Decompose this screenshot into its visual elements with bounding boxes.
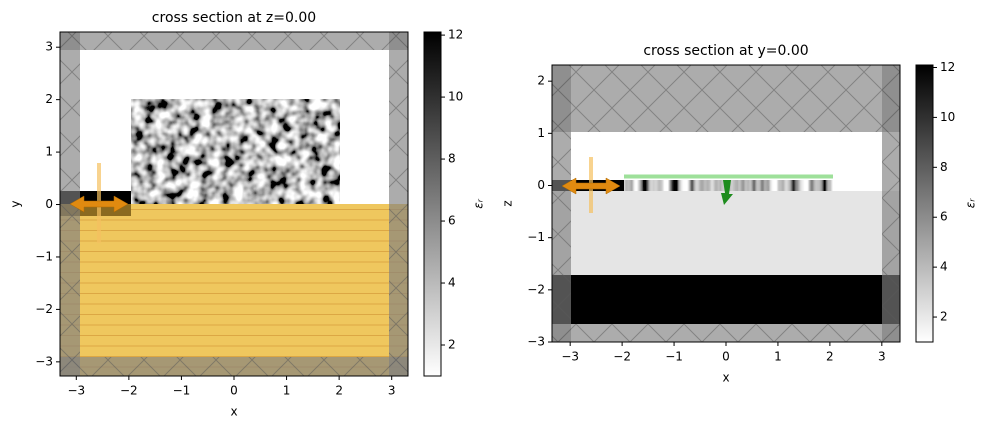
x-tick-label: −2 (120, 384, 138, 398)
y-tick-label: 0 (45, 197, 53, 211)
x-tick-label: 2 (826, 350, 834, 364)
y-tick-label: −2 (527, 282, 545, 296)
x-axis-label: x (230, 405, 237, 419)
x-tick-label: −1 (173, 384, 191, 398)
x-tick-label: 1 (774, 350, 782, 364)
y-tick-label: −3 (527, 335, 545, 349)
x-axis-label: x (722, 371, 729, 385)
colorbar-tick-label: 10 (448, 90, 463, 104)
colorbar (915, 64, 934, 343)
colorbar-tick-label: 4 (940, 260, 948, 274)
colorbar-tick-label: 12 (940, 60, 955, 74)
colorbar-tick-label: 12 (448, 28, 463, 42)
chart-title: cross section at y=0.00 (643, 43, 808, 59)
colorbar-tick-label: 2 (448, 338, 456, 352)
y-tick-label: 2 (537, 74, 545, 88)
y-tick-label: −3 (35, 354, 53, 368)
structure-right (552, 65, 900, 342)
colorbar-tick-label: 6 (940, 210, 948, 224)
colorbar-tick-label: 4 (448, 276, 456, 290)
x-tick-label: −3 (67, 384, 85, 398)
colorbar-tick-label: 8 (940, 160, 948, 174)
colorbar-tick-label: 6 (448, 214, 456, 228)
y-axis-label: z (501, 200, 515, 206)
y-tick-label: −1 (35, 249, 53, 263)
chart-title: cross section at z=0.00 (152, 10, 316, 26)
x-tick-label: 3 (878, 350, 886, 364)
y-tick-label: 1 (45, 145, 53, 159)
colorbar-label: εᵣ (472, 198, 486, 208)
colorbar-tick-label: 10 (940, 110, 955, 124)
y-tick-label: 3 (45, 40, 53, 54)
x-tick-label: 2 (335, 384, 343, 398)
x-tick-label: −3 (561, 350, 579, 364)
y-axis-label: y (9, 200, 23, 207)
colorbar-tick-label: 2 (940, 310, 948, 324)
y-tick-label: −1 (527, 230, 545, 244)
x-tick-label: 0 (722, 350, 730, 364)
y-tick-label: 1 (537, 126, 545, 140)
x-tick-label: −1 (665, 350, 683, 364)
y-tick-label: −2 (35, 302, 53, 316)
x-tick-label: −2 (613, 350, 631, 364)
colorbar-tick-label: 8 (448, 152, 456, 166)
y-tick-label: 0 (537, 178, 545, 192)
x-tick-label: 0 (230, 384, 238, 398)
colorbar-label: εᵣ (964, 198, 978, 208)
y-tick-label: 2 (45, 92, 53, 106)
x-tick-label: 1 (283, 384, 291, 398)
structure-left (60, 32, 408, 376)
colorbar (423, 31, 442, 377)
x-tick-label: 3 (388, 384, 396, 398)
